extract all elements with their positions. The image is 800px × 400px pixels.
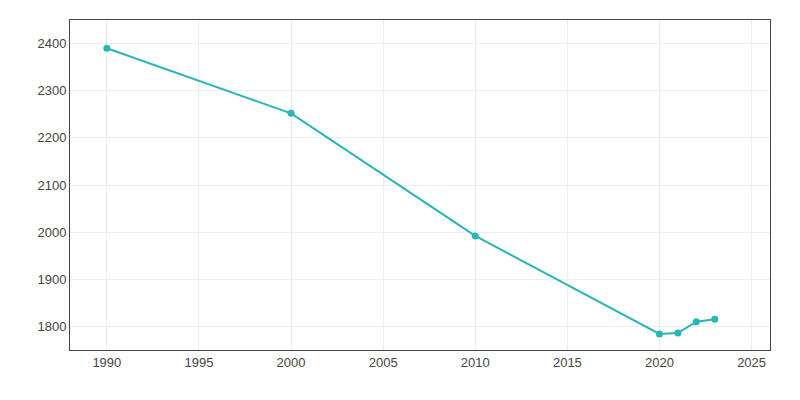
svg-text:2400: 2400 bbox=[37, 36, 66, 51]
svg-text:2000: 2000 bbox=[277, 355, 306, 370]
svg-text:1800: 1800 bbox=[37, 319, 66, 334]
svg-text:1900: 1900 bbox=[37, 272, 66, 287]
svg-text:2000: 2000 bbox=[37, 225, 66, 240]
svg-text:1990: 1990 bbox=[92, 355, 121, 370]
svg-text:2005: 2005 bbox=[369, 355, 398, 370]
svg-text:2020: 2020 bbox=[645, 355, 674, 370]
svg-text:2025: 2025 bbox=[737, 355, 766, 370]
svg-text:1995: 1995 bbox=[184, 355, 213, 370]
svg-text:2010: 2010 bbox=[461, 355, 490, 370]
svg-text:2100: 2100 bbox=[37, 178, 66, 193]
svg-text:2015: 2015 bbox=[553, 355, 582, 370]
svg-text:2200: 2200 bbox=[37, 130, 66, 145]
svg-text:2300: 2300 bbox=[37, 83, 66, 98]
